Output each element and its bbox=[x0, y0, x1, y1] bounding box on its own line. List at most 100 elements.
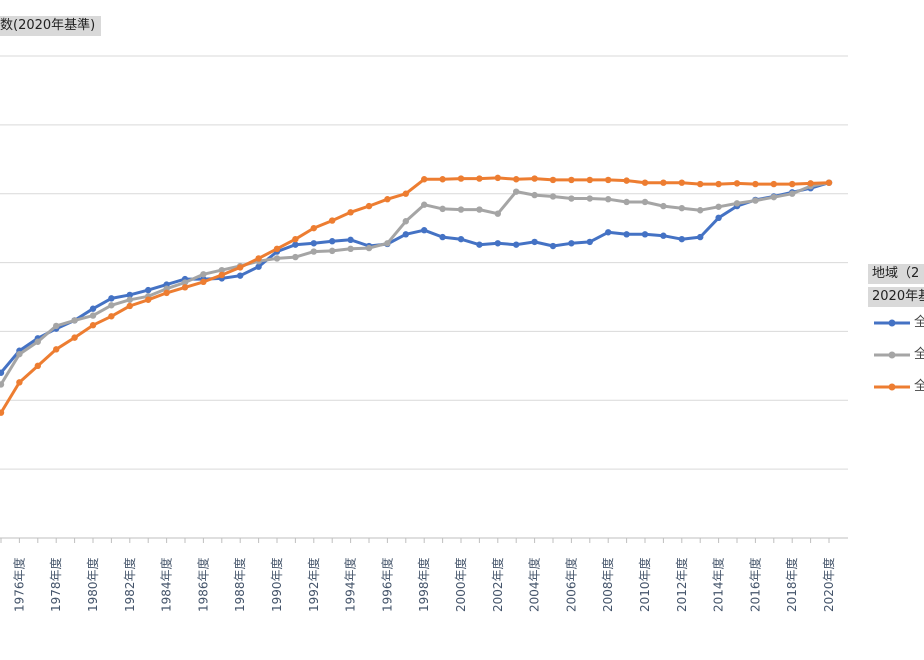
series-2-point[interactable] bbox=[439, 205, 446, 213]
series-3-point[interactable] bbox=[145, 296, 152, 303]
series-line-2[interactable] bbox=[0, 181, 830, 386]
series-3-point[interactable] bbox=[126, 302, 133, 310]
series-2-point[interactable] bbox=[53, 322, 60, 330]
series-2-point[interactable] bbox=[457, 206, 465, 213]
series-2-point[interactable] bbox=[568, 195, 575, 202]
legend-entry-3[interactable]: 全 bbox=[872, 377, 924, 397]
series-3-point[interactable] bbox=[807, 180, 814, 187]
series-1-point[interactable] bbox=[476, 241, 483, 248]
series-3-point[interactable] bbox=[292, 235, 299, 243]
series-3-point[interactable] bbox=[273, 245, 281, 252]
series-line-1[interactable] bbox=[0, 181, 830, 374]
series-1-point[interactable] bbox=[660, 232, 667, 239]
series-3-point[interactable] bbox=[641, 179, 649, 186]
series-1-point[interactable] bbox=[145, 286, 152, 294]
series-1-point[interactable] bbox=[347, 236, 354, 244]
series-3-point[interactable] bbox=[71, 334, 78, 341]
series-3-point[interactable] bbox=[752, 180, 759, 188]
series-1-point[interactable] bbox=[89, 305, 97, 312]
series-2-point[interactable] bbox=[34, 338, 41, 345]
series-1-point[interactable] bbox=[549, 242, 557, 250]
series-3-point[interactable] bbox=[34, 362, 41, 370]
series-3-point[interactable] bbox=[605, 176, 612, 184]
series-2-point[interactable] bbox=[402, 218, 409, 225]
series-3-point[interactable] bbox=[200, 278, 207, 286]
legend-entry-2[interactable]: 全 bbox=[872, 345, 924, 365]
series-2-point[interactable] bbox=[384, 240, 391, 247]
series-2-point[interactable] bbox=[641, 198, 649, 206]
series-1-point[interactable] bbox=[402, 231, 409, 238]
series-3-point[interactable] bbox=[163, 289, 170, 297]
series-1-point[interactable] bbox=[126, 291, 133, 299]
series-1-point[interactable] bbox=[678, 235, 685, 243]
series-3-point[interactable] bbox=[347, 209, 354, 216]
series-2-point[interactable] bbox=[365, 244, 373, 252]
series-1-point[interactable] bbox=[568, 240, 575, 247]
series-3-point[interactable] bbox=[586, 176, 593, 184]
y-axis-field-button[interactable]: 数(2020年基準) bbox=[0, 16, 102, 36]
series-2-point[interactable] bbox=[660, 202, 667, 210]
series-1-point[interactable] bbox=[531, 238, 538, 246]
series-2-point[interactable] bbox=[623, 198, 630, 206]
series-3-point[interactable] bbox=[733, 180, 741, 187]
series-3-point[interactable] bbox=[365, 202, 373, 210]
series-3-point[interactable] bbox=[439, 176, 446, 183]
series-1-point[interactable] bbox=[329, 238, 336, 245]
series-2-point[interactable] bbox=[697, 207, 704, 214]
series-2-point[interactable] bbox=[678, 204, 685, 212]
series-1-point[interactable] bbox=[494, 240, 501, 247]
series-2-point[interactable] bbox=[71, 317, 78, 324]
series-3-point[interactable] bbox=[494, 174, 501, 182]
series-3-point[interactable] bbox=[255, 255, 262, 262]
series-2-point[interactable] bbox=[126, 296, 133, 303]
series-3-point[interactable] bbox=[715, 180, 722, 188]
series-2-point[interactable] bbox=[715, 203, 722, 210]
series-1-point[interactable] bbox=[605, 229, 612, 236]
series-3-point[interactable] bbox=[237, 264, 244, 271]
series-1-point[interactable] bbox=[715, 214, 722, 222]
series-2-point[interactable] bbox=[733, 200, 741, 207]
series-3-point[interactable] bbox=[108, 313, 115, 320]
series-1-point[interactable] bbox=[0, 369, 5, 376]
series-3-point[interactable] bbox=[476, 175, 483, 182]
series-1-point[interactable] bbox=[237, 272, 244, 279]
series-1-point[interactable] bbox=[697, 233, 704, 241]
series-2-point[interactable] bbox=[549, 193, 557, 200]
series-3-point[interactable] bbox=[89, 322, 97, 329]
series-2-point[interactable] bbox=[292, 253, 299, 261]
series-3-point[interactable] bbox=[678, 179, 685, 186]
series-3-point[interactable] bbox=[531, 175, 538, 182]
series-2-point[interactable] bbox=[476, 206, 483, 213]
series-3-point[interactable] bbox=[568, 176, 575, 184]
series-2-point[interactable] bbox=[273, 255, 281, 262]
series-2-point[interactable] bbox=[531, 191, 538, 199]
series-1-point[interactable] bbox=[292, 241, 299, 248]
series-2-point[interactable] bbox=[181, 279, 189, 286]
series-3-point[interactable] bbox=[697, 180, 704, 188]
series-1-point[interactable] bbox=[108, 295, 115, 302]
series-3-point[interactable] bbox=[789, 180, 796, 188]
series-3-point[interactable] bbox=[0, 409, 5, 416]
series-3-point[interactable] bbox=[825, 179, 833, 186]
series-2-point[interactable] bbox=[310, 248, 317, 255]
series-2-point[interactable] bbox=[421, 201, 428, 208]
series-2-point[interactable] bbox=[218, 266, 225, 274]
series-3-point[interactable] bbox=[770, 180, 777, 188]
series-3-point[interactable] bbox=[402, 190, 409, 197]
series-2-point[interactable] bbox=[347, 245, 354, 252]
series-2-point[interactable] bbox=[752, 197, 759, 204]
series-3-point[interactable] bbox=[310, 224, 317, 232]
series-2-point[interactable] bbox=[16, 350, 23, 358]
legend-title[interactable]: 地域（2 bbox=[868, 264, 924, 284]
series-1-point[interactable] bbox=[421, 227, 428, 234]
series-3-point[interactable] bbox=[513, 176, 520, 183]
legend-subtitle[interactable]: 2020年基 bbox=[868, 287, 924, 307]
series-3-point[interactable] bbox=[16, 379, 23, 386]
series-3-point[interactable] bbox=[549, 176, 557, 184]
series-1-point[interactable] bbox=[310, 240, 317, 247]
series-3-point[interactable] bbox=[457, 175, 465, 182]
series-2-point[interactable] bbox=[494, 210, 501, 217]
series-1-point[interactable] bbox=[641, 231, 649, 238]
legend-entry-1[interactable]: 全 bbox=[872, 313, 924, 333]
series-1-point[interactable] bbox=[623, 231, 630, 238]
